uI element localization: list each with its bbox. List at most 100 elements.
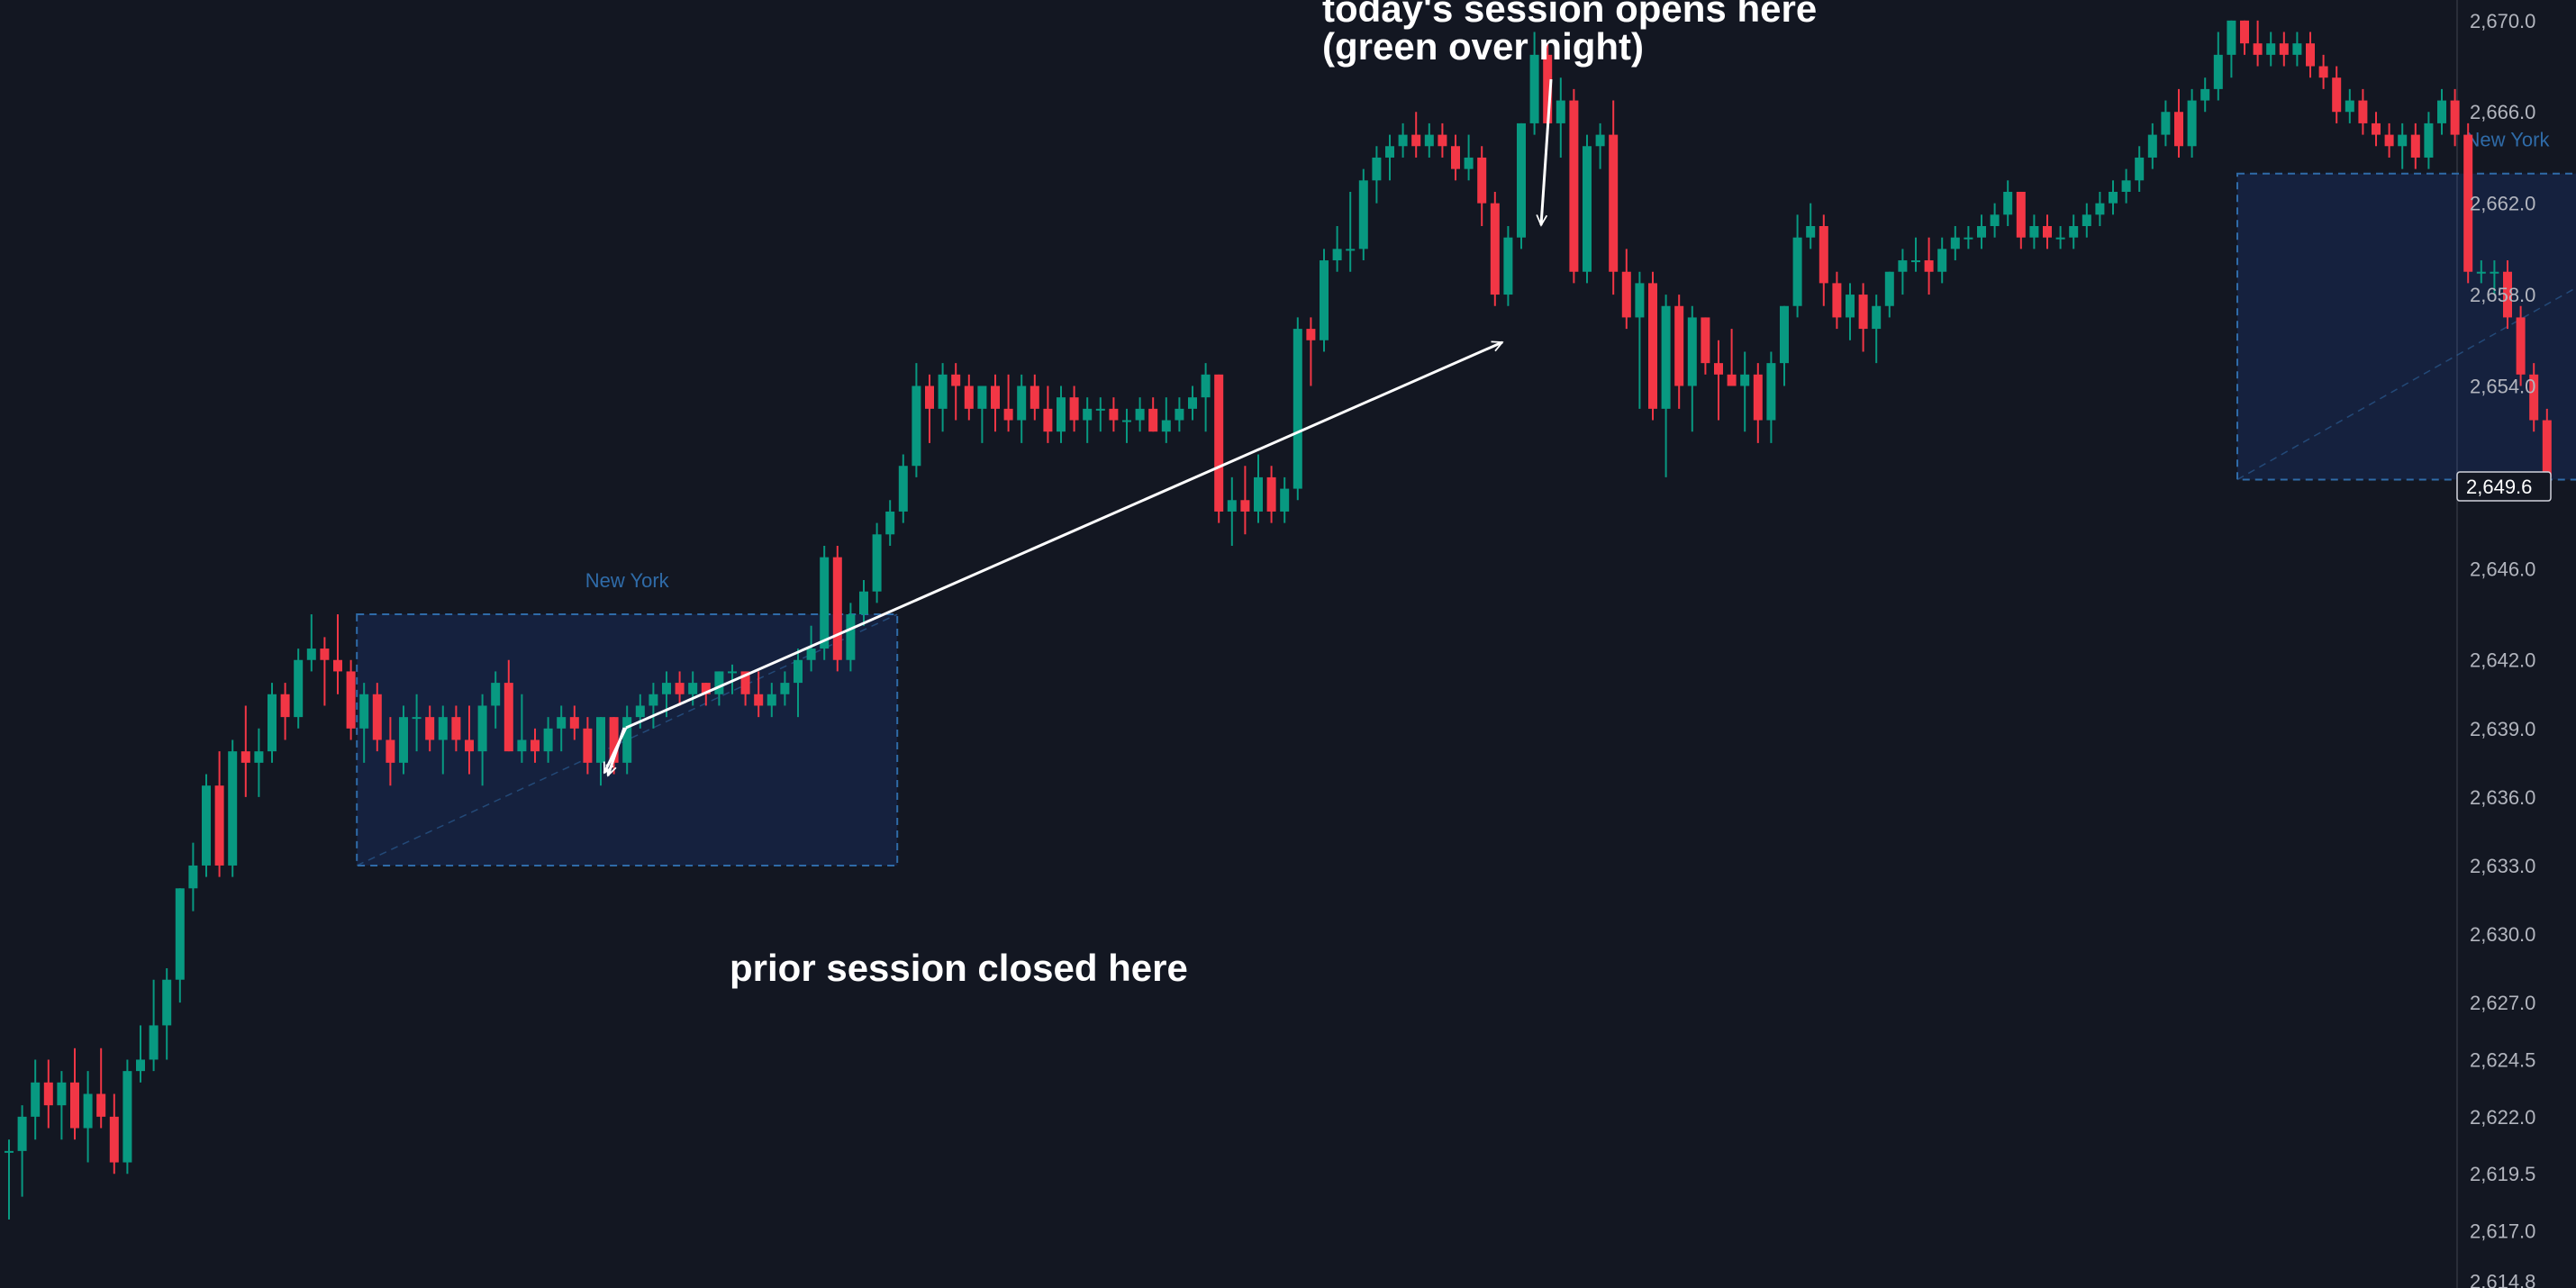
candle-body: [412, 717, 422, 720]
candle-body: [214, 785, 224, 866]
candle: [96, 1048, 106, 1129]
candle-body: [306, 649, 316, 660]
candle-body: [320, 649, 330, 660]
candle: [1503, 226, 1513, 306]
candle: [1320, 249, 1329, 352]
candle: [1517, 122, 1526, 249]
candle: [1069, 385, 1079, 432]
annotation-green-overnight: (green over night): [1322, 25, 1644, 68]
candle-body: [2306, 43, 2315, 67]
candle: [872, 522, 882, 603]
candle-body: [2279, 43, 2289, 55]
candle: [1477, 146, 1487, 227]
candle-body: [1595, 134, 1605, 147]
candle: [2240, 20, 2249, 55]
candle: [754, 671, 764, 718]
candle: [149, 979, 159, 1072]
candle-body: [2253, 43, 2263, 55]
candle: [1740, 351, 1750, 432]
candle-body: [1556, 100, 1565, 123]
annotations: prior session closed here today's sessio…: [603, 0, 1817, 989]
candle-body: [1029, 385, 1039, 409]
candle: [503, 659, 513, 752]
price-tick-label: 2,636.0: [2470, 786, 2535, 809]
candle-body: [1293, 329, 1302, 489]
candle: [1346, 191, 1356, 272]
candle: [2055, 226, 2065, 249]
candle-body: [1411, 134, 1421, 147]
candle-body: [820, 557, 830, 649]
last-price-marker: 2,649.6: [2456, 471, 2552, 502]
candle-body: [2109, 191, 2118, 204]
candle-body: [96, 1093, 106, 1117]
candle-body: [83, 1093, 93, 1129]
candle: [885, 500, 895, 546]
candle-body: [109, 1116, 119, 1163]
candle-body: [346, 671, 356, 729]
candle: [2503, 260, 2512, 330]
candle-body: [1477, 157, 1487, 204]
candle-body: [1583, 146, 1592, 272]
candle-body: [872, 534, 882, 592]
candle-body: [17, 1116, 27, 1151]
candle-body: [859, 591, 868, 615]
candle: [1595, 122, 1605, 169]
candle: [912, 363, 921, 477]
candle-body: [149, 1025, 159, 1060]
candle: [268, 683, 277, 763]
candle-body: [543, 728, 553, 752]
candle-body: [766, 694, 776, 706]
candle: [2147, 122, 2157, 169]
candle-body: [280, 694, 290, 718]
candle: [2345, 88, 2354, 123]
candle: [1753, 363, 1763, 443]
candle: [294, 649, 304, 729]
candle: [1003, 374, 1013, 432]
candle-body: [1714, 363, 1723, 375]
candle-body: [1438, 134, 1447, 147]
candle-body: [2200, 88, 2210, 101]
candle-body: [1924, 260, 1934, 272]
candle: [1424, 122, 1434, 158]
candles: [5, 20, 2552, 1220]
candle: [1358, 168, 1368, 261]
candle-body: [2135, 157, 2145, 181]
candle: [1648, 271, 1657, 421]
candle: [162, 968, 172, 1060]
candle-body: [333, 659, 342, 672]
price-axis[interactable]: 2,670.0 2,666.0 2,662.0 2,658.0 2,654.0 2,646…: [2470, 10, 2535, 1288]
candle-body: [294, 659, 304, 718]
candle-body: [1950, 237, 1960, 249]
candle-body: [1057, 397, 1066, 432]
candle-body: [1424, 134, 1434, 147]
candle-body: [372, 694, 382, 740]
candle-body: [832, 557, 842, 660]
session-range-diagonal: [2236, 286, 2576, 481]
candle-body: [2174, 112, 2183, 147]
candle-body: [122, 1071, 132, 1163]
candle: [1254, 454, 1263, 523]
candle: [2095, 191, 2105, 227]
candle-body: [1529, 54, 1539, 123]
candle: [846, 603, 856, 672]
candle-body: [1766, 363, 1776, 421]
candle: [1661, 295, 1671, 477]
candle-body: [1358, 180, 1368, 249]
candle-body: [2332, 77, 2342, 113]
candle-body: [977, 385, 987, 409]
candle-body: [2055, 237, 2065, 240]
candle: [543, 717, 553, 763]
candle: [425, 705, 435, 752]
price-tick-label: 2,617.0: [2470, 1220, 2535, 1243]
candle-body: [2227, 20, 2236, 55]
candle-body: [675, 683, 685, 694]
candle: [1556, 77, 1565, 158]
candle: [938, 363, 948, 432]
candle: [2016, 191, 2026, 249]
candle-body: [503, 683, 513, 752]
candle-body: [991, 385, 1000, 409]
candle: [1977, 214, 1986, 249]
session-label: New York: [585, 569, 670, 592]
candle: [964, 374, 974, 421]
candle: [2529, 363, 2539, 432]
